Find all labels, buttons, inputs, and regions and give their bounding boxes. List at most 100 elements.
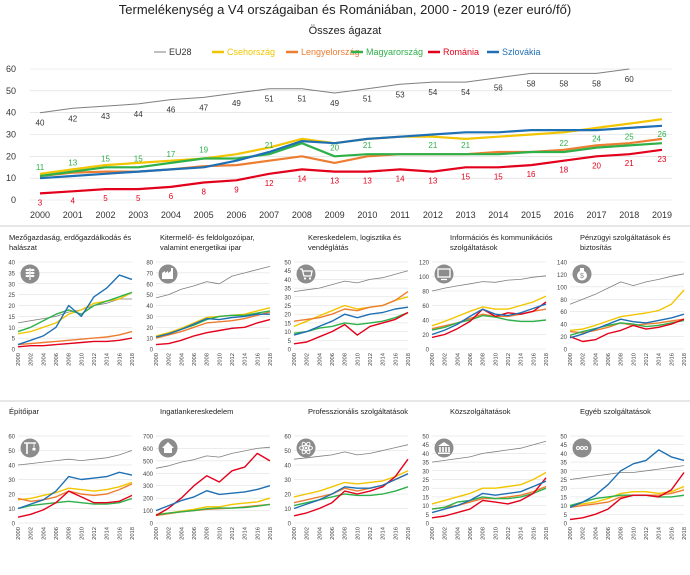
panel-y-tick: 25	[284, 304, 291, 310]
panel-y-tick: 20	[284, 493, 291, 499]
panel-x-tick: 2002	[443, 353, 449, 366]
main-x-tick: 2018	[619, 210, 639, 220]
panel-y-tick: 60	[146, 282, 153, 288]
panel-ict: Információs és kommunikációsszolgáltatás…	[419, 233, 553, 366]
panel-title: biztosítás	[580, 243, 612, 252]
panel-x-tick: 2006	[330, 353, 336, 366]
panel-x-tick: 2006	[468, 527, 474, 540]
legend-label-sk: Szlovákia	[502, 47, 541, 57]
atom-orbit	[299, 445, 313, 451]
panel-x-tick: 2000	[292, 527, 298, 540]
panel-series-eu28	[293, 270, 409, 292]
panel-x-tick: 2008	[619, 353, 625, 366]
main-data-label-ro: 13	[428, 177, 437, 186]
panel-y-tick: 25	[560, 478, 567, 484]
panel-industry: Kitermelő- és feldolgozóipar,valamint en…	[146, 233, 274, 366]
wheat-grain	[25, 274, 30, 278]
panel-x-tick: 2002	[305, 353, 311, 366]
bank-roof	[438, 442, 450, 446]
panel-y-tick: 60	[560, 310, 567, 316]
panel-y-tick: 30	[284, 478, 291, 484]
panel-x-tick: 2018	[406, 353, 412, 366]
panel-y-tick: 10	[560, 504, 567, 510]
panel-x-tick: 2002	[305, 527, 311, 540]
panel-x-tick: 2004	[593, 526, 599, 540]
panel-x-tick: 2004	[41, 526, 47, 540]
panel-x-tick: 2016	[117, 527, 123, 540]
panel-y-tick: 0	[12, 348, 16, 354]
panel-x-tick: 2002	[29, 527, 35, 540]
panel-y-tick: 50	[284, 449, 291, 455]
panel-y-tick: 0	[288, 522, 292, 528]
panel-series-ro	[431, 477, 547, 519]
panel-x-tick: 2006	[330, 527, 336, 540]
panel-y-tick: 5	[12, 337, 16, 343]
panel-x-tick: 2014	[519, 352, 525, 366]
main-y-tick: 0	[11, 195, 16, 205]
panel-y-tick: 35	[560, 461, 567, 467]
panel-y-tick: 10	[8, 507, 15, 513]
panel-x-tick: 2004	[455, 526, 461, 540]
panel-x-tick: 2006	[54, 527, 60, 540]
panel-y-tick: 15	[422, 495, 429, 501]
panel-y-tick: 5	[426, 513, 430, 519]
panel-x-tick: 2010	[355, 527, 361, 540]
panel-other: Egyéb szolgáltatások 0 5 10 15 20 25 30 35 40 45 50…	[560, 407, 688, 540]
main-data-label-eu28: 42	[68, 114, 77, 123]
moneybag-neck	[580, 268, 584, 271]
panel-x-tick: 2012	[644, 527, 650, 540]
panel-series-ro	[293, 311, 409, 345]
panel-x-tick: 2010	[79, 353, 85, 366]
panel-x-tick: 2000	[430, 353, 436, 366]
panel-x-tick: 2016	[669, 527, 675, 540]
panel-y-tick: 45	[284, 269, 291, 275]
main-x-tick: 2014	[488, 210, 508, 220]
main-x-tick: 2007	[259, 210, 279, 220]
panel-x-tick: 2014	[381, 352, 387, 366]
panel-series-ro	[431, 301, 547, 339]
main-data-label-eu28: 44	[134, 110, 143, 119]
panel-x-tick: 2000	[568, 353, 574, 366]
panel-y-tick: 10	[8, 326, 15, 332]
main-series-hu	[39, 142, 663, 178]
panel-y-tick: 10	[146, 337, 153, 343]
main-data-label-ro: 15	[494, 172, 503, 181]
panel-x-tick: 2018	[130, 353, 136, 366]
panel-y-tick: 80	[422, 290, 429, 296]
panel-series-eu28	[155, 446, 271, 469]
dots-icon-bg	[572, 438, 592, 458]
main-x-tick: 2002	[95, 210, 115, 220]
main-data-label-eu28: 51	[363, 95, 372, 104]
dots-dot	[580, 446, 584, 450]
panel-y-tick: 10	[284, 330, 291, 336]
panel-series-cz	[431, 295, 547, 327]
panel-x-tick: 2014	[657, 352, 663, 366]
panel-x-tick: 2008	[343, 527, 349, 540]
panel-y-tick: 50	[146, 293, 153, 299]
main-x-tick: 2008	[292, 210, 312, 220]
panel-y-tick: 0	[426, 522, 430, 528]
legend-label-hu: Magyarország	[366, 47, 423, 57]
panel-title: Építőipar	[9, 407, 40, 416]
main-data-label-eu28: 40	[36, 119, 45, 128]
panel-realestate: Ingatlankereskedelem 0 100 200 300 400 500 600 7…	[143, 407, 274, 540]
main-data-label-hu: 26	[658, 130, 667, 139]
main-x-tick: 2000	[30, 210, 50, 220]
panel-construction: Építőipar 0 10 20 30 40 50 60 2000 2002 2004 2006 20…	[8, 407, 136, 540]
panel-x-tick: 2016	[255, 527, 261, 540]
moneybag-body	[577, 270, 587, 281]
main-x-tick: 2009	[325, 210, 345, 220]
main-x-tick: 2005	[194, 210, 214, 220]
panel-title: Egyéb szolgáltatások	[580, 407, 651, 416]
panel-y-tick: 0	[564, 522, 568, 528]
panel-x-tick: 2008	[481, 527, 487, 540]
panel-series-eu28	[155, 266, 271, 299]
cart-wheel	[308, 277, 312, 280]
dots-dot	[584, 446, 588, 450]
bank-column	[448, 447, 450, 452]
panel-series-eu28	[293, 444, 409, 460]
panel-x-tick: 2012	[230, 527, 236, 540]
panel-y-tick: 35	[422, 461, 429, 467]
panel-title: valamint energetikai ipar	[160, 243, 242, 252]
